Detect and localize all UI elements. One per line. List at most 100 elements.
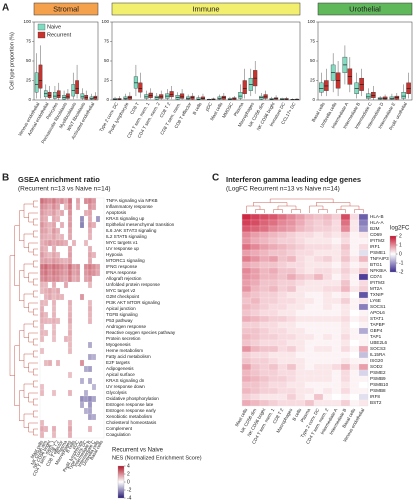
heatmap-cell bbox=[39, 197, 45, 205]
heatmap-cell bbox=[331, 381, 342, 389]
heatmap-cell bbox=[340, 309, 351, 317]
heatmap-cell bbox=[241, 249, 252, 257]
heatmap-cell bbox=[91, 197, 97, 205]
heatmap-cell bbox=[87, 221, 93, 229]
heatmap-cell bbox=[59, 275, 65, 283]
heatmap-cell bbox=[71, 269, 77, 277]
heatmap-cell bbox=[286, 273, 297, 281]
heatmap-cell bbox=[295, 273, 306, 281]
heatmap-cell bbox=[304, 213, 315, 221]
heatmap-cell bbox=[241, 369, 252, 377]
heatmap-cell bbox=[358, 339, 369, 347]
heatmap-cell bbox=[331, 327, 342, 335]
heatmap-cell bbox=[331, 237, 342, 245]
colorbar-tick-label: -2 bbox=[127, 487, 132, 493]
heatmap-cell bbox=[286, 393, 297, 401]
heatmap-cell bbox=[358, 267, 369, 275]
heatmap-cell bbox=[331, 219, 342, 227]
chart-subtitle: (LogFC Recurrent n=13 vs Naive n=14) bbox=[226, 186, 340, 193]
heatmap-cell bbox=[241, 387, 252, 395]
heatmap-cell bbox=[295, 237, 306, 245]
heatmap-cell bbox=[286, 333, 297, 341]
heatmap-cell bbox=[83, 395, 89, 403]
x-tick-label: B cells bbox=[192, 101, 203, 116]
heatmap-cell bbox=[43, 245, 49, 253]
heatmap-cell bbox=[313, 393, 324, 401]
box bbox=[319, 82, 324, 93]
heatmap-cell bbox=[340, 375, 351, 383]
heatmap-cell bbox=[295, 303, 306, 311]
box bbox=[66, 93, 70, 99]
heatmap-cell bbox=[286, 225, 297, 233]
box bbox=[84, 95, 89, 100]
heatmap-cell bbox=[277, 315, 288, 323]
heatmap-cell bbox=[295, 285, 306, 293]
heatmap-cell bbox=[47, 227, 53, 235]
heatmap-cell bbox=[268, 327, 279, 335]
heatmap-cell bbox=[51, 215, 57, 223]
heatmap-cell bbox=[268, 333, 279, 341]
heatmap-cell bbox=[313, 249, 324, 257]
heatmap-cell bbox=[95, 215, 101, 223]
heatmap-cell bbox=[295, 267, 306, 275]
heatmap-cell bbox=[39, 269, 45, 277]
row-label: UV response down bbox=[106, 384, 145, 389]
row-label: Hypoxia bbox=[106, 252, 123, 257]
heatmap-cell bbox=[43, 329, 49, 337]
heatmap-cell bbox=[259, 231, 270, 239]
heatmap-cell bbox=[358, 321, 369, 329]
heatmap-cell bbox=[340, 357, 351, 365]
heatmap-cell bbox=[349, 321, 360, 329]
heatmap-cell bbox=[59, 221, 65, 229]
row-label: TAPBP bbox=[370, 322, 385, 327]
heatmap-cell bbox=[340, 213, 351, 221]
colorbar-tick-label: -4 bbox=[127, 495, 132, 500]
heatmap-cell bbox=[358, 273, 369, 281]
heatmap-cell bbox=[349, 231, 360, 239]
heatmap-cell bbox=[75, 263, 81, 271]
heatmap-cell bbox=[63, 239, 69, 247]
heatmap-cell bbox=[79, 359, 85, 367]
heatmap-cell bbox=[241, 315, 252, 323]
heatmap-cell bbox=[331, 363, 342, 371]
heatmap-cell bbox=[340, 321, 351, 329]
heatmap-cell bbox=[304, 267, 315, 275]
heatmap-cell bbox=[39, 311, 45, 319]
heatmap-cell bbox=[51, 263, 57, 271]
heatmap-cell bbox=[83, 239, 89, 247]
heatmap-cell bbox=[358, 387, 369, 395]
heatmap-cell bbox=[259, 369, 270, 377]
heatmap-cell bbox=[241, 243, 252, 251]
heatmap-cell bbox=[51, 203, 57, 211]
heatmap-cell bbox=[295, 321, 306, 329]
heatmap-cell bbox=[39, 281, 45, 289]
heatmap-cell bbox=[313, 303, 324, 311]
heatmap-cell bbox=[75, 197, 81, 205]
y-tick-label: 75 bbox=[104, 39, 110, 44]
heatmap-cell bbox=[67, 419, 73, 427]
heatmap-cell bbox=[277, 237, 288, 245]
box bbox=[169, 91, 174, 98]
heatmap-cell bbox=[51, 239, 57, 247]
heatmap-cell bbox=[331, 291, 342, 299]
heatmap-cell bbox=[268, 255, 279, 263]
heatmap-cell bbox=[349, 351, 360, 359]
heatmap-cell bbox=[51, 233, 57, 241]
plot-frame bbox=[317, 21, 413, 101]
heatmap-cell bbox=[241, 345, 252, 353]
heatmap-cell bbox=[286, 267, 297, 275]
heatmap-cell bbox=[331, 369, 342, 377]
row-label: ISG20 bbox=[370, 358, 383, 363]
heatmap-cell bbox=[241, 213, 252, 221]
heatmap-cell bbox=[51, 329, 57, 337]
heatmap-cell bbox=[331, 297, 342, 305]
heatmap-cell bbox=[349, 333, 360, 341]
heatmap-cell bbox=[39, 389, 45, 397]
heatmap-cell bbox=[304, 285, 315, 293]
heatmap-cell bbox=[313, 261, 324, 269]
heatmap-cell bbox=[259, 357, 270, 365]
heatmap-cell bbox=[295, 381, 306, 389]
heatmap-cell bbox=[322, 309, 333, 317]
heatmap-cell bbox=[87, 341, 93, 349]
